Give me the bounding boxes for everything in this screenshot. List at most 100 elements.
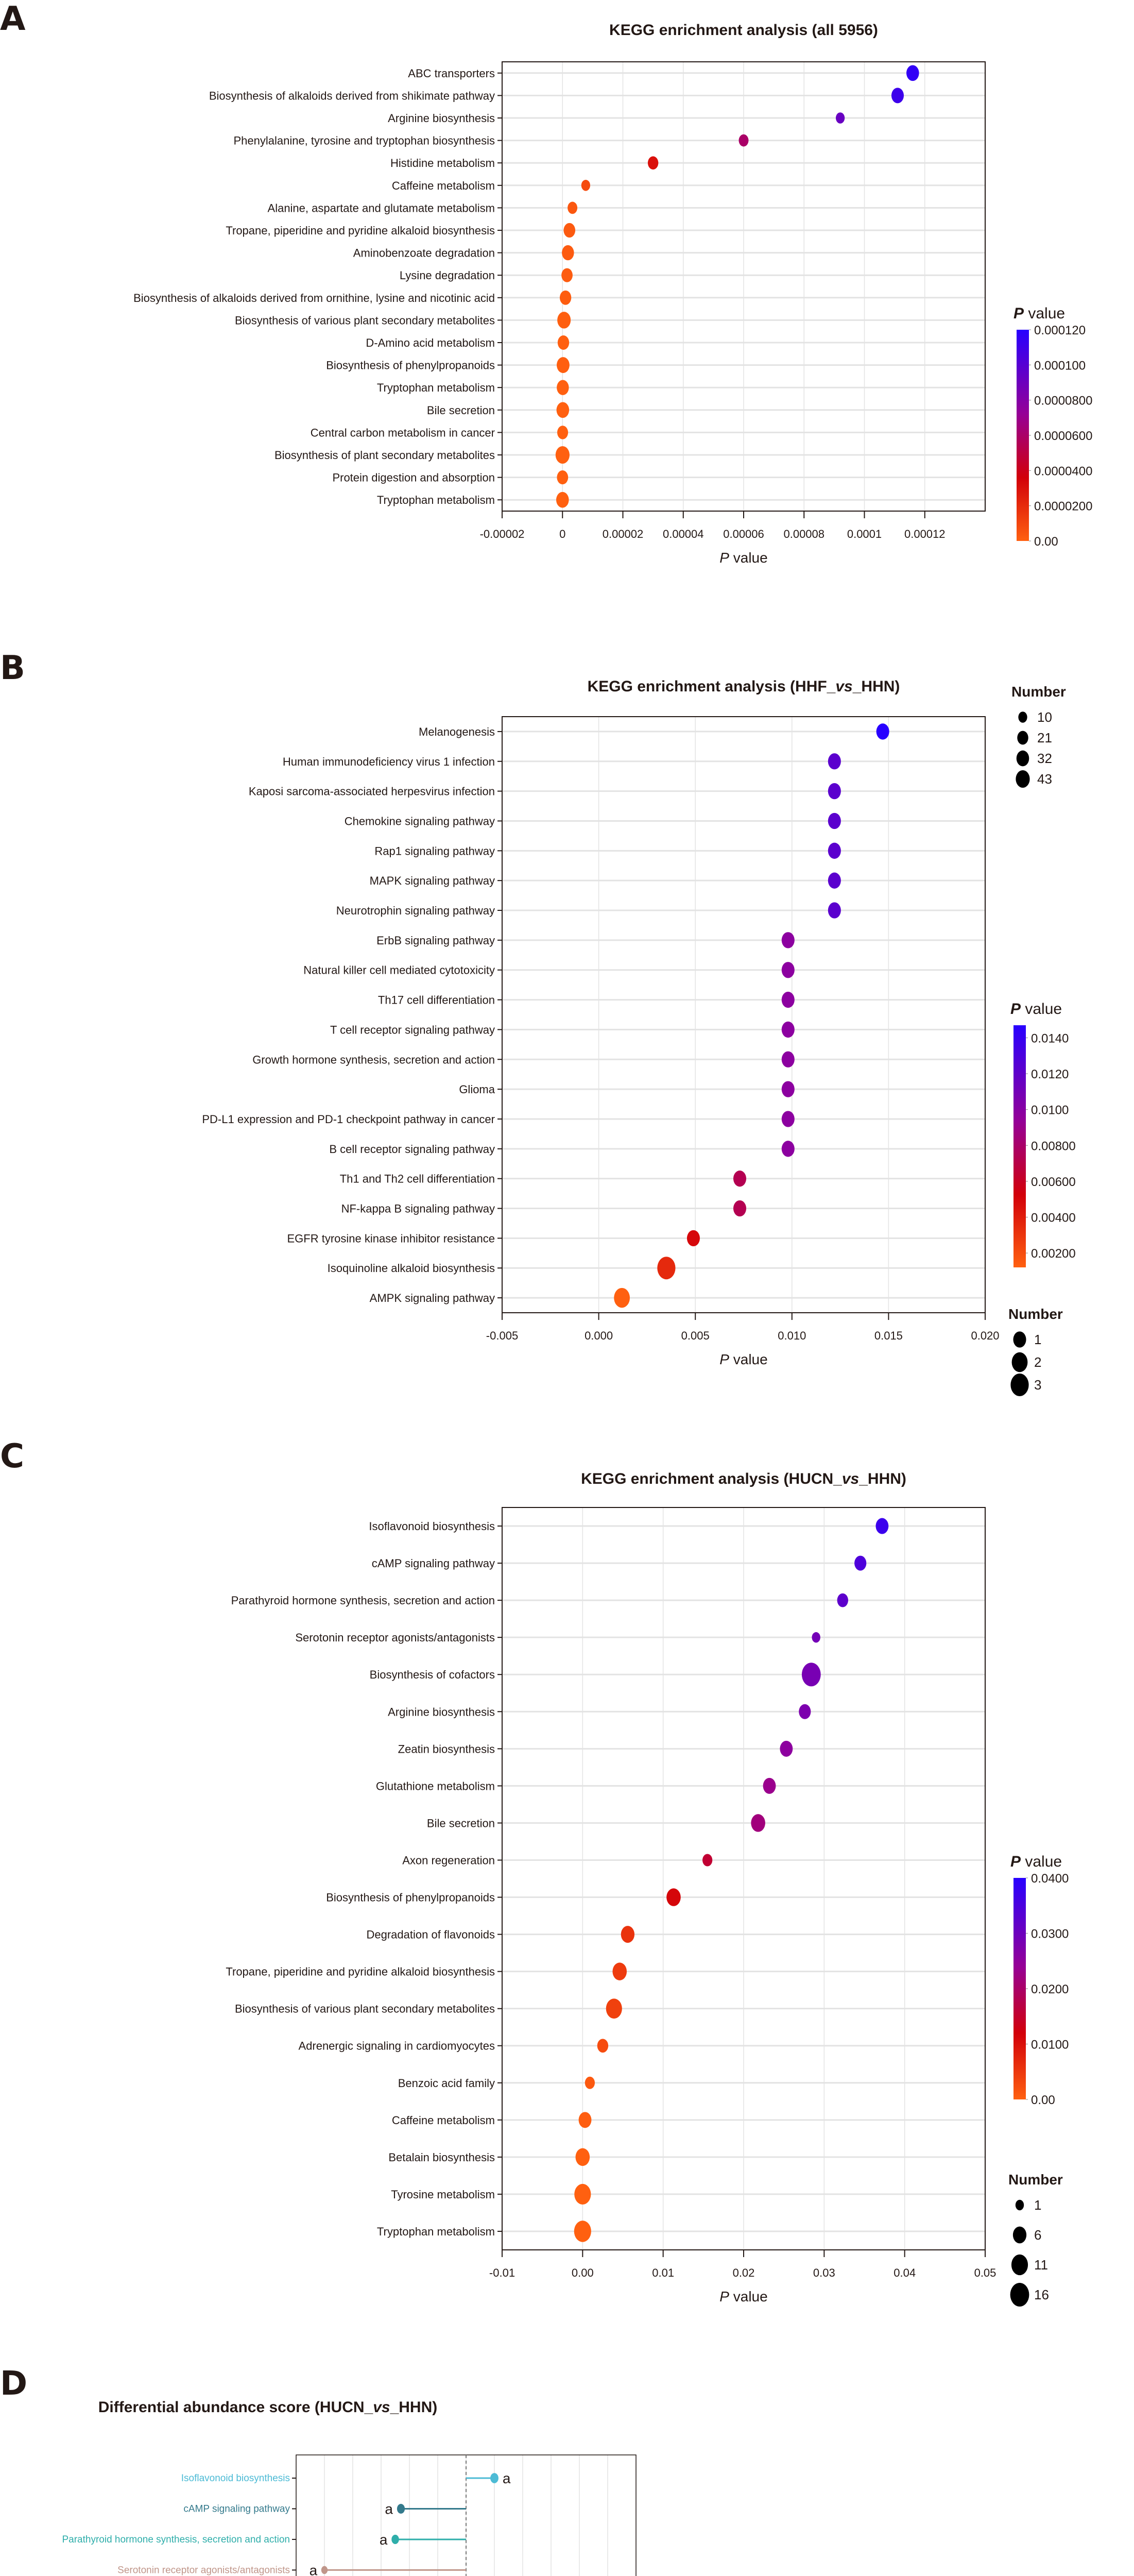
size-legend-label: 1 xyxy=(1034,2197,1041,2213)
significance-letter: a xyxy=(503,2470,511,2486)
x-tick-label: 0.00008 xyxy=(783,528,824,540)
data-point xyxy=(828,753,841,770)
size-legend-label: 11 xyxy=(1034,2257,1048,2273)
lollipop-head xyxy=(321,2566,328,2574)
panel-b: B KEGG enrichment analysis (HHF_vs_HHN) M… xyxy=(0,649,1134,1422)
size-legend-label: 1 xyxy=(1034,1332,1041,1347)
size-legend-dot xyxy=(1013,1331,1026,1348)
data-point xyxy=(557,357,570,374)
data-point xyxy=(781,991,795,1008)
data-point xyxy=(557,470,569,485)
size-legend-label: 16 xyxy=(1034,2287,1049,2302)
color-legend-label: 0.0120 xyxy=(1031,1067,1069,1081)
color-legend-label: 0.0140 xyxy=(1031,1031,1069,1045)
y-tick-label: Betalain biosynthesis xyxy=(388,2151,495,2164)
size-legend-title: Number xyxy=(1011,684,1066,700)
data-point xyxy=(557,380,569,395)
y-tick-label: Tryptophan metabolism xyxy=(377,381,495,394)
y-tick-label: cAMP signaling pathway xyxy=(372,1557,495,1570)
data-point xyxy=(621,1926,635,1943)
y-tick-label: cAMP signaling pathway xyxy=(183,2503,290,2514)
x-tick-label: 0.00006 xyxy=(723,528,764,540)
data-point xyxy=(702,1854,713,1867)
data-point xyxy=(828,902,841,919)
data-point xyxy=(812,1632,820,1643)
size-legend-label: 21 xyxy=(1037,730,1052,745)
data-point xyxy=(733,1200,747,1217)
color-legend-label: 0.00800 xyxy=(1031,1139,1076,1153)
chart-title: KEGG enrichment analysis (all 5956) xyxy=(609,22,878,39)
data-point xyxy=(891,88,904,104)
x-tick-label: 0.01 xyxy=(652,2266,674,2279)
color-legend-label: 0.0000800 xyxy=(1034,394,1092,408)
x-tick-label: 0.00 xyxy=(572,2266,594,2279)
y-tick-label: Biosynthesis of plant secondary metaboli… xyxy=(274,449,495,462)
x-axis-label: P value xyxy=(719,1351,767,1367)
data-point xyxy=(575,2148,590,2166)
y-tick-label: Parathyroid hormone synthesis, secretion… xyxy=(231,1594,495,1607)
data-point xyxy=(563,223,576,238)
y-tick-label: Neurotrophin signaling pathway xyxy=(336,904,495,917)
size-legend-label: 6 xyxy=(1034,2227,1041,2243)
panel-d: D Differential abundance score (HUCN_vs_… xyxy=(0,2365,1134,2576)
data-point xyxy=(585,2076,595,2089)
y-tick-label: Tryptophan metabolism xyxy=(377,2225,495,2238)
data-point xyxy=(555,446,570,464)
data-point xyxy=(559,290,572,305)
data-point xyxy=(686,1230,700,1247)
significance-letter: a xyxy=(380,2532,388,2548)
y-tick-label: Th1 and Th2 cell differentiation xyxy=(340,1173,495,1185)
panel-c: C KEGG enrichment analysis (HUCN_vs_HHN)… xyxy=(0,1437,1134,2391)
y-tick-label: Melanogenesis xyxy=(419,725,495,738)
x-tick-label: -0.01 xyxy=(489,2266,515,2279)
data-point xyxy=(733,1171,747,1187)
size-legend-dot xyxy=(1016,770,1030,788)
data-point xyxy=(581,180,591,191)
y-tick-label: Axon regeneration xyxy=(402,1854,495,1867)
data-point xyxy=(781,1141,795,1157)
size-legend-label: 32 xyxy=(1037,751,1052,766)
data-point xyxy=(875,1518,889,1534)
x-tick-label: 0.0001 xyxy=(847,528,882,540)
chart-title: KEGG enrichment analysis (HHF_vs_HHN) xyxy=(588,678,900,695)
x-tick-label: 0.03 xyxy=(813,2266,835,2279)
kegg-enrichment-bubble-chart-hucn-vs-hhn: KEGG enrichment analysis (HUCN_vs_HHN) Is… xyxy=(226,1470,1069,2307)
y-tick-label: Arginine biosynthesis xyxy=(388,112,495,125)
data-point xyxy=(574,2183,591,2205)
color-legend-label: 0.0100 xyxy=(1031,1104,1069,1117)
y-tick-label: B cell receptor signaling pathway xyxy=(329,1143,495,1156)
data-point xyxy=(657,1257,676,1280)
color-legend-label: 0.00 xyxy=(1034,535,1058,549)
x-tick-label: 0.00004 xyxy=(663,528,704,540)
x-tick-label: -0.00002 xyxy=(480,528,525,540)
data-point xyxy=(556,402,570,418)
panel-letter: C xyxy=(0,1437,24,1476)
data-point xyxy=(606,1998,622,2019)
data-point xyxy=(828,783,841,800)
y-tick-label: Biosynthesis of phenylpropanoids xyxy=(326,359,495,372)
data-point xyxy=(906,65,919,81)
size-legend-label: 2 xyxy=(1034,1354,1041,1370)
plot-frame xyxy=(502,716,986,1313)
x-tick-label: 0.010 xyxy=(778,1329,806,1342)
size-legend-dot xyxy=(1016,750,1029,767)
y-tick-label: Benzoic acid family xyxy=(398,2077,495,2090)
y-tick-label: Bile secretion xyxy=(427,1817,495,1829)
panel-a: A KEGG enrichment analysis (all 5956) ABC… xyxy=(0,0,1134,788)
size-legend-dot xyxy=(1010,2283,1029,2307)
data-point xyxy=(738,134,749,147)
data-point xyxy=(828,812,841,829)
x-axis-label: P value xyxy=(719,2289,767,2304)
color-legend-bar xyxy=(1013,1878,1026,2099)
y-tick-label: Chemokine signaling pathway xyxy=(345,815,495,827)
data-point xyxy=(568,201,578,214)
color-legend-title: P value xyxy=(1010,1853,1062,1870)
color-legend-label: 0.0200 xyxy=(1031,1982,1069,1996)
data-point xyxy=(854,1555,867,1571)
size-legend-label: 43 xyxy=(1037,771,1052,787)
size-legend-dot xyxy=(1011,2254,1028,2276)
y-tick-label: Human immunodeficiency virus 1 infection xyxy=(283,755,495,768)
kegg-enrichment-bubble-chart-hhf-vs-hhn: KEGG enrichment analysis (HHF_vs_HHN) Mel… xyxy=(202,678,1076,1396)
y-tick-label: Tropane, piperidine and pyridine alkaloi… xyxy=(226,1965,495,1978)
kegg-enrichment-bubble-chart-all: KEGG enrichment analysis (all 5956) ABC t… xyxy=(133,22,1092,788)
